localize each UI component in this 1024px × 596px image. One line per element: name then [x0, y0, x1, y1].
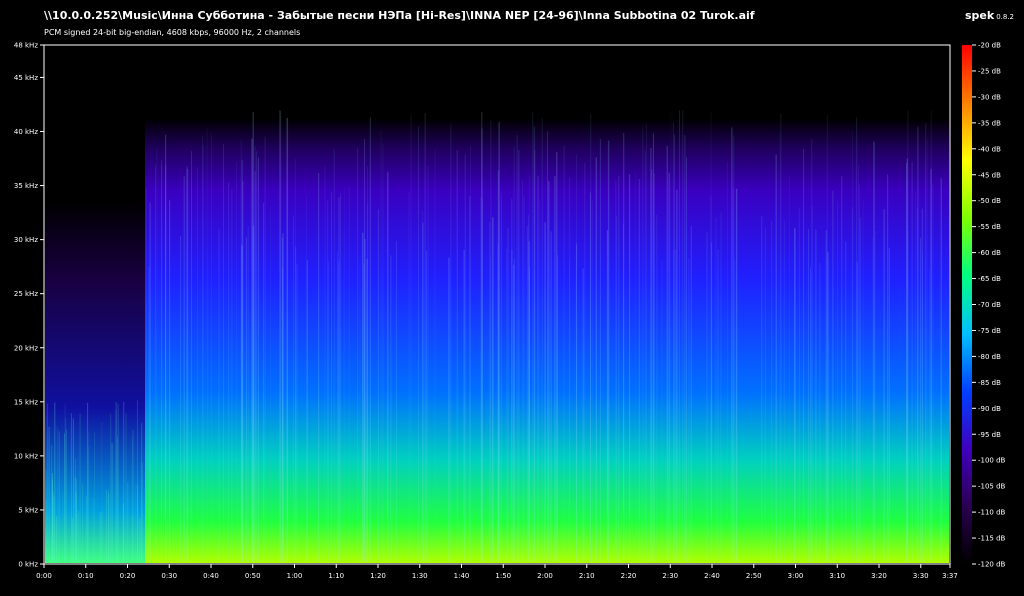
intro-band [45, 46, 145, 563]
time-tick-label: 0:20 [120, 572, 136, 580]
db-tick-label: -110 dB [978, 509, 1006, 517]
time-tick-label: 0:50 [245, 572, 261, 580]
time-tick-label: 1:30 [412, 572, 428, 580]
freq-tick-label: 45 kHz [14, 74, 38, 82]
db-tick-label: -70 dB [978, 301, 1001, 309]
app-name: spek [964, 9, 995, 22]
audio-info-subtitle: PCM signed 24-bit big-endian, 4608 kbps,… [44, 28, 301, 37]
time-tick-label: 0:40 [203, 572, 219, 580]
time-tick-label: 0:00 [36, 572, 52, 580]
db-tick-label: -55 dB [978, 223, 1001, 231]
time-tick-label: 0:30 [161, 572, 177, 580]
db-tick-label: -95 dB [978, 431, 1001, 439]
freq-tick-label: 25 kHz [14, 290, 38, 298]
spectrum-band [145, 46, 949, 563]
app-name-label: spek 0.8.2 [965, 9, 1014, 22]
freq-tick-label: 40 kHz [14, 128, 38, 136]
db-tick-label: -100 dB [978, 457, 1006, 465]
frequency-axis: 0 kHz 5 kHz 10 kHz 15 kHz 20 kHz 25 kHz 30 kHz… [14, 42, 44, 569]
time-tick-label: 1:00 [287, 572, 303, 580]
db-tick-label: -65 dB [978, 275, 1001, 283]
time-tick-label: 3:10 [829, 572, 845, 580]
freq-tick-label: 5 kHz [18, 506, 38, 514]
time-tick-label: 3:37 [942, 572, 958, 580]
db-scale-axis: -20 dB -25 dB -30 dB -35 dB -40 dB -45 dB -50 … [972, 42, 1006, 569]
time-tick-label: 3:00 [788, 572, 804, 580]
freq-tick-label: 35 kHz [14, 182, 38, 190]
db-tick-label: -50 dB [978, 197, 1001, 205]
freq-tick-label: 48 kHz [14, 42, 38, 50]
db-tick-label: -20 dB [978, 42, 1001, 50]
time-tick-label: 3:20 [871, 572, 887, 580]
time-tick-label: 0:10 [78, 572, 94, 580]
db-tick-label: -120 dB [978, 561, 1006, 569]
time-axis: 0:00 0:10 0:20 0:30 0:40 0:50 1:00 1:10 1:20 1:30… [36, 564, 958, 580]
db-tick-label: -115 dB [978, 535, 1006, 543]
time-tick-label: 2:20 [621, 572, 637, 580]
freq-tick-label: 10 kHz [14, 452, 38, 460]
time-tick-label: 2:50 [746, 572, 762, 580]
db-tick-label: -40 dB [978, 145, 1001, 153]
time-tick-label: 2:00 [537, 572, 553, 580]
time-tick-label: 2:40 [704, 572, 720, 580]
time-tick-label: 2:30 [662, 572, 678, 580]
time-tick-label: 1:20 [370, 572, 386, 580]
freq-tick-label: 30 kHz [14, 236, 38, 244]
file-path-title: \\10.0.0.252\Music\Инна Субботина - Забы… [44, 9, 755, 22]
db-tick-label: -90 dB [978, 405, 1001, 413]
db-tick-label: -25 dB [978, 67, 1001, 75]
time-tick-label: 1:40 [454, 572, 470, 580]
db-tick-label: -80 dB [978, 353, 1001, 361]
time-tick-label: 2:10 [579, 572, 595, 580]
time-tick-label: 1:50 [495, 572, 511, 580]
db-colorbar [962, 45, 972, 564]
db-tick-label: -45 dB [978, 171, 1001, 179]
freq-tick-label: 20 kHz [14, 344, 38, 352]
db-tick-label: -75 dB [978, 327, 1001, 335]
spectrum-streaks [45, 110, 942, 562]
db-tick-label: -85 dB [978, 379, 1001, 387]
time-tick-label: 1:10 [328, 572, 344, 580]
time-tick-label: 3:30 [913, 572, 929, 580]
db-tick-label: -105 dB [978, 483, 1006, 491]
app-version: 0.8.2 [996, 13, 1014, 21]
freq-tick-label: 15 kHz [14, 398, 38, 406]
db-tick-label: -30 dB [978, 93, 1001, 101]
db-tick-label: -35 dB [978, 119, 1001, 127]
freq-tick-label: 0 kHz [18, 561, 38, 569]
db-tick-label: -60 dB [978, 249, 1001, 257]
